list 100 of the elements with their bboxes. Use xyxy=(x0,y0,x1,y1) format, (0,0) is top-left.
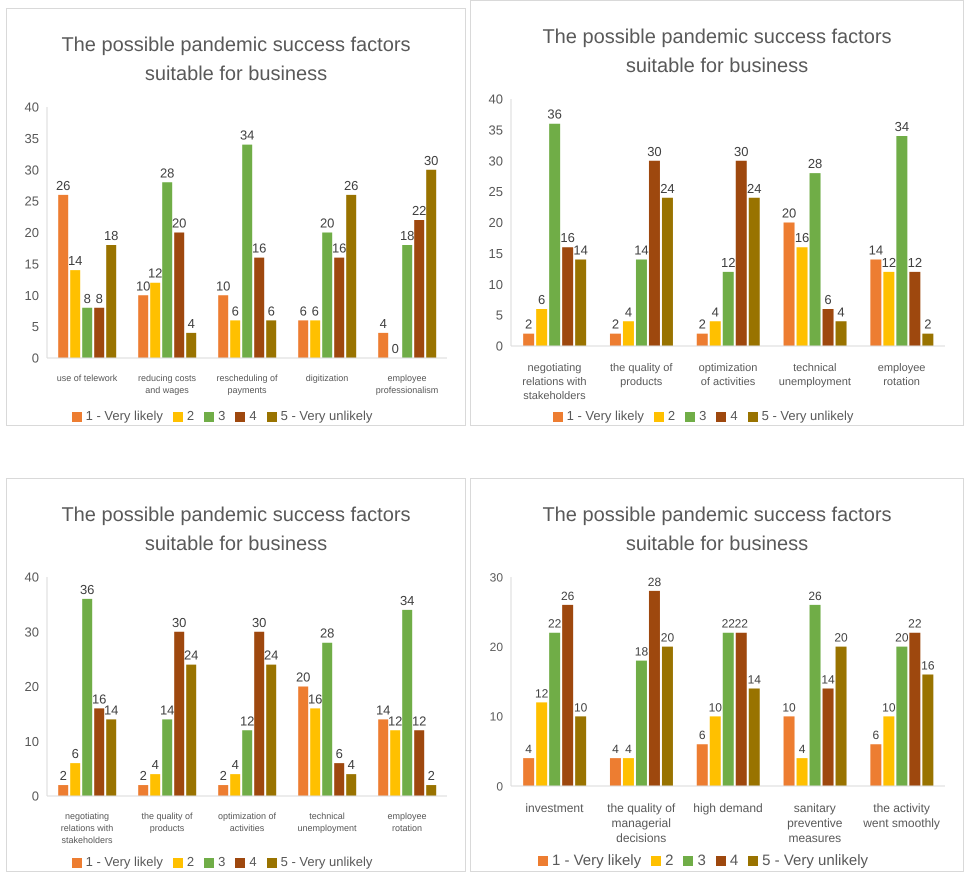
data-label: 28 xyxy=(808,156,822,172)
data-label: 12 xyxy=(908,254,922,270)
legend-label: 2 xyxy=(186,854,194,869)
data-label: 12 xyxy=(534,686,549,700)
data-label: 26 xyxy=(808,588,822,603)
bar xyxy=(748,688,760,786)
bar xyxy=(549,632,560,786)
data-label: 18 xyxy=(104,228,118,244)
data-label: 24 xyxy=(660,180,675,196)
legend-label: 2 xyxy=(665,852,674,869)
bar xyxy=(310,320,320,358)
legend-label: 5 - Very unlikely xyxy=(762,408,854,423)
bar xyxy=(870,260,882,346)
bar xyxy=(106,719,116,796)
bar xyxy=(710,716,721,786)
y-tick-label: 20 xyxy=(24,225,39,240)
bar xyxy=(378,332,388,358)
data-label: 2 xyxy=(612,316,620,332)
x-tick-label: the quality of products xyxy=(610,362,674,388)
data-label: 24 xyxy=(747,180,762,196)
bar xyxy=(870,744,882,786)
bar xyxy=(138,785,148,796)
x-tick-label: high demand xyxy=(693,801,763,815)
bar xyxy=(426,785,436,796)
data-label: 26 xyxy=(560,588,575,603)
bar xyxy=(174,632,184,796)
bar xyxy=(266,664,276,796)
data-label: 12 xyxy=(412,713,426,728)
data-label: 10 xyxy=(782,700,796,714)
bar xyxy=(322,642,332,796)
data-label: 18 xyxy=(634,644,648,659)
bar xyxy=(648,590,660,786)
bar xyxy=(426,170,436,358)
data-label: 34 xyxy=(240,128,254,143)
bar xyxy=(722,632,734,786)
x-tick-label: technical unemployment xyxy=(778,362,851,388)
data-label: 30 xyxy=(734,144,748,159)
data-label: 8 xyxy=(84,290,91,306)
data-label: 20 xyxy=(660,630,674,645)
data-label: 20 xyxy=(782,206,796,220)
data-label: 4 xyxy=(380,316,387,331)
chart-title: The possible pandemic success factors suitable for business xyxy=(60,33,412,87)
data-label: 10 xyxy=(574,700,588,714)
data-label: 34 xyxy=(400,592,414,608)
data-label: 4 xyxy=(188,316,195,331)
legend-label: 4 xyxy=(730,852,738,869)
data-label: 12 xyxy=(882,254,896,270)
data-label: 4 xyxy=(625,742,632,756)
data-label: 14 xyxy=(160,702,174,718)
x-tick-label: the quality of products xyxy=(141,811,194,833)
bar xyxy=(575,716,586,786)
bar xyxy=(402,245,412,358)
legend-label: 4 xyxy=(730,408,738,423)
bar xyxy=(662,646,673,786)
y-tick-label: 40 xyxy=(24,570,39,585)
legend-label: 1 - Very likely xyxy=(552,852,642,869)
x-tick-label: sanitary preventive measures xyxy=(787,801,843,845)
bar xyxy=(909,272,920,346)
legend-label: 1 - Very likely xyxy=(86,408,163,423)
bar xyxy=(736,160,747,346)
data-label: 34 xyxy=(894,119,910,134)
bar xyxy=(346,194,356,358)
bar xyxy=(150,282,160,358)
y-tick-label: 35 xyxy=(24,130,39,146)
data-label: 16 xyxy=(560,230,575,246)
data-label: 2 xyxy=(525,316,532,332)
chart-title: The possible pandemic success factors suitable for business xyxy=(541,25,893,79)
bar xyxy=(254,632,264,796)
bar xyxy=(70,270,80,358)
x-tick-label: employee rotation xyxy=(878,362,926,388)
data-label: 16 xyxy=(92,691,106,706)
y-tick-label: 10 xyxy=(488,276,503,292)
bar xyxy=(378,719,388,796)
bar xyxy=(186,664,196,796)
data-label: 6 xyxy=(872,728,880,742)
data-label: 4 xyxy=(837,304,845,320)
x-tick-label: optimization of activities xyxy=(698,362,758,388)
data-label: 28 xyxy=(160,165,174,180)
bar xyxy=(162,182,172,358)
legend-label: 2 xyxy=(668,408,676,423)
legend-label: 5 - Very unlikely xyxy=(280,408,372,423)
data-label: 4 xyxy=(152,757,159,772)
bar xyxy=(94,708,104,796)
legend-label: 1 - Very likely xyxy=(86,854,163,869)
data-label: 2 xyxy=(60,768,67,784)
data-label: 10 xyxy=(216,278,230,294)
data-label: 20 xyxy=(320,216,334,230)
bar xyxy=(810,173,821,346)
bar xyxy=(922,674,934,786)
bar xyxy=(106,245,116,358)
legend-label: 1 - Very likely xyxy=(566,408,644,423)
bar xyxy=(390,730,400,796)
bar xyxy=(242,730,252,796)
data-label: 6 xyxy=(312,303,319,318)
data-label: 6 xyxy=(232,303,239,318)
y-tick-label: 15 xyxy=(488,246,503,261)
data-label: 6 xyxy=(268,303,275,318)
data-label: 12 xyxy=(148,266,162,281)
data-label: 12 xyxy=(388,713,402,728)
bar xyxy=(218,295,228,358)
